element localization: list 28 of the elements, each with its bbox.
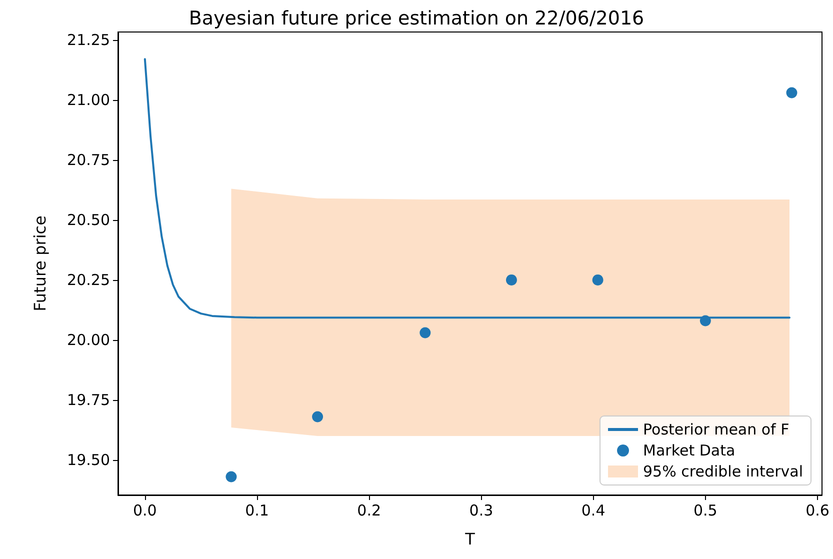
point [592, 274, 604, 286]
x-axis-title: T [464, 530, 476, 548]
x-tick-label: 0.1 [245, 502, 269, 520]
y-tick-label: 21.00 [67, 90, 110, 109]
point [700, 315, 711, 326]
y-tick-label: 19.50 [67, 450, 110, 469]
y-tick-label: 21.25 [67, 30, 110, 49]
x-tick-label: 0.5 [693, 502, 718, 520]
legend-label: Market Data [643, 442, 736, 460]
y-tick-label: 20.50 [67, 210, 110, 229]
point [226, 471, 237, 482]
legend-label: 95% credible interval [643, 462, 803, 480]
x-tick-label: 0.2 [357, 502, 382, 520]
y-axis-title: Future price [30, 216, 50, 312]
legend-label: Posterior mean of F [643, 420, 790, 438]
x-tick-label: 0.6 [806, 502, 830, 520]
point [312, 411, 324, 422]
point [420, 327, 431, 338]
y-tick-label: 20.25 [67, 270, 110, 289]
x-tick-label: 0.0 [132, 502, 157, 520]
point [506, 274, 517, 286]
chart-title: Bayesian future price estimation on 22/06/2016 [188, 8, 644, 30]
point [786, 87, 798, 98]
x-tick-label: 0.4 [581, 502, 606, 520]
x-tick-label: 0.3 [469, 502, 494, 520]
y-tick-label: 19.75 [67, 390, 110, 409]
y-tick-label: 20.00 [67, 330, 110, 349]
y-tick-label: 20.75 [67, 150, 110, 169]
